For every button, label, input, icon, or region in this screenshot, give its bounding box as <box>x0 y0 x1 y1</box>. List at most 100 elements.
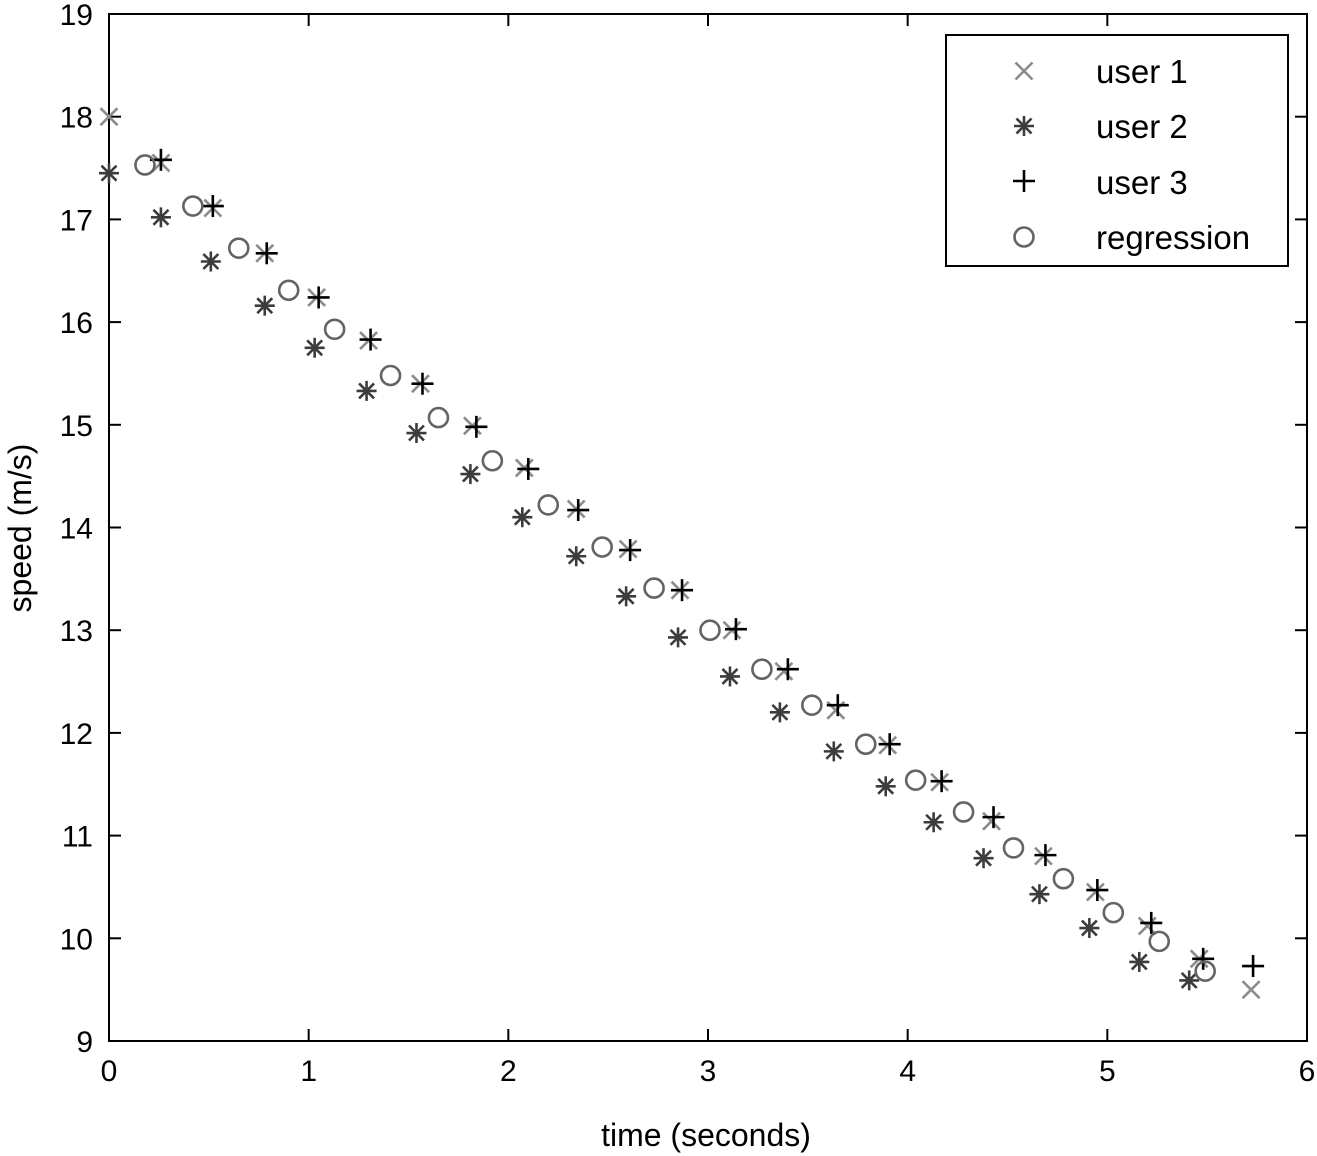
x-axis-label: time (seconds) <box>601 1117 811 1153</box>
circle-outline <box>952 801 975 823</box>
data-point <box>801 694 823 716</box>
data-point <box>878 733 901 756</box>
data-point <box>481 449 504 472</box>
x-tick-label: 0 <box>101 1055 118 1088</box>
data-point <box>643 577 665 599</box>
data-point <box>254 295 275 316</box>
data-point <box>1029 884 1050 905</box>
circle-outline <box>134 154 156 176</box>
data-point <box>1194 960 1216 982</box>
series-user-3 <box>149 148 1265 978</box>
circle-outline <box>1052 867 1075 890</box>
data-point <box>379 364 402 387</box>
series-regression <box>134 154 1216 982</box>
y-tick-labels: 9 10 11 12 13 14 15 16 17 18 19 <box>60 0 93 1059</box>
y-tick-label: 13 <box>60 615 93 648</box>
data-point <box>567 499 590 522</box>
data-point <box>1079 918 1100 939</box>
data-point <box>277 279 300 302</box>
data-point <box>406 423 427 444</box>
x-tick-label: 5 <box>1099 1055 1116 1088</box>
data-point <box>751 658 773 681</box>
circle-outline <box>699 619 721 642</box>
data-point <box>923 812 944 833</box>
data-point <box>616 586 637 607</box>
data-point <box>930 770 953 793</box>
data-point <box>1002 837 1025 859</box>
data-point <box>982 811 1001 831</box>
x-tick-label: 3 <box>700 1055 717 1088</box>
legend-label-user-1: user 1 <box>1096 53 1188 90</box>
data-point <box>465 415 488 438</box>
data-point <box>769 702 790 723</box>
data-point <box>201 195 224 218</box>
x-stroke <box>99 107 119 127</box>
data-point <box>99 163 119 184</box>
x-stroke <box>1085 882 1105 902</box>
y-tick-label: 17 <box>60 204 93 237</box>
y-axis-label: speed (m/s) <box>2 444 38 613</box>
x-stroke <box>774 661 794 681</box>
data-point <box>537 494 560 516</box>
circle-outline <box>1002 837 1025 859</box>
circle-outline <box>801 694 823 716</box>
circle-outline <box>323 318 346 341</box>
circle-outline <box>427 406 450 429</box>
circle-outline <box>854 733 877 755</box>
circle-outline <box>751 658 773 681</box>
data-point <box>1129 951 1150 972</box>
data-point <box>304 337 325 358</box>
circle-outline <box>1102 901 1125 924</box>
data-point <box>427 406 450 429</box>
data-point <box>982 806 1005 829</box>
legend-box <box>945 34 1289 267</box>
x-tick-labels: 0 1 2 3 4 5 6 <box>101 1055 1316 1088</box>
data-points <box>99 107 1265 1000</box>
data-point <box>591 536 613 558</box>
legend-label-regression: regression <box>1096 219 1250 256</box>
x-tick-label: 4 <box>899 1055 916 1088</box>
data-point <box>411 372 434 395</box>
data-point <box>356 380 377 401</box>
legend-marker-user-3 <box>1013 170 1035 192</box>
data-point <box>255 242 278 265</box>
legend-label-user-2: user 2 <box>1096 108 1188 145</box>
series-user-2 <box>99 163 1200 991</box>
data-point <box>826 694 849 717</box>
legend-marker-user-2 <box>1014 116 1034 136</box>
data-point <box>875 776 896 797</box>
data-point <box>566 546 587 567</box>
data-point <box>1137 916 1157 936</box>
data-point <box>359 328 382 351</box>
data-point <box>724 618 747 641</box>
data-point <box>1102 901 1125 924</box>
data-point <box>973 848 994 869</box>
data-point <box>1034 844 1057 867</box>
y-tick-label: 14 <box>60 513 93 546</box>
data-point <box>776 658 799 681</box>
y-tick-label: 10 <box>60 923 93 956</box>
data-point <box>1192 947 1215 970</box>
x-tick-label: 2 <box>500 1055 517 1088</box>
data-point <box>904 769 927 791</box>
circle-outline <box>379 364 402 387</box>
data-point <box>1242 955 1265 978</box>
data-point <box>699 619 721 642</box>
circle-outline <box>1148 930 1171 953</box>
data-point <box>1085 882 1105 902</box>
y-tick-label: 19 <box>60 0 93 32</box>
circle-outline <box>481 449 504 472</box>
legend-marker-user-1 <box>1014 61 1034 81</box>
y-tick-label: 18 <box>60 102 93 135</box>
data-point <box>1140 911 1163 934</box>
data-point <box>200 251 221 272</box>
x-stroke <box>1137 916 1157 936</box>
circle-outline <box>591 536 613 558</box>
data-point <box>719 666 740 687</box>
legend-markers <box>1013 61 1035 248</box>
data-point <box>774 661 794 681</box>
axis-ticks <box>108 13 1308 1042</box>
data-point <box>1086 879 1109 902</box>
circle-outline <box>277 279 300 302</box>
